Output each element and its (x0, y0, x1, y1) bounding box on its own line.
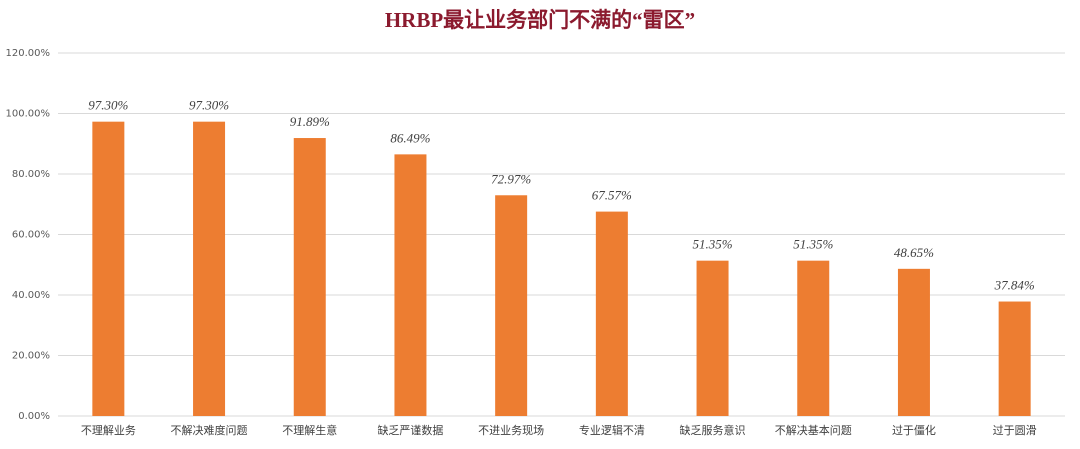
x-tick-label: 过于圆滑 (993, 424, 1037, 437)
bar (998, 301, 1031, 416)
value-label: 86.49% (390, 130, 430, 145)
x-tick-label: 不进业务现场 (478, 423, 544, 437)
bar (394, 154, 427, 417)
bar (293, 138, 326, 416)
value-label: 51.35% (793, 237, 833, 252)
y-tick-label: 100.00% (6, 109, 51, 120)
value-label: 72.97% (491, 171, 531, 186)
bar (193, 121, 226, 416)
y-tick-label: 80.00% (12, 169, 50, 180)
bar (897, 268, 930, 416)
y-tick-label: 40.00% (12, 290, 50, 301)
x-tick-label: 缺乏严谨数据 (377, 423, 443, 437)
value-label: 97.30% (88, 98, 128, 113)
x-tick-label: 不理解生意 (282, 423, 337, 437)
chart-title: HRBP最让业务部门不满的“雷区” (385, 8, 695, 32)
x-tick-label: 专业逻辑不清 (579, 423, 645, 437)
value-label: 48.65% (894, 245, 934, 260)
x-tick-label: 不解决基本问题 (775, 423, 852, 437)
value-label: 37.84% (994, 278, 1035, 293)
x-tick-label: 缺乏服务意识 (680, 423, 746, 437)
bar (92, 121, 125, 416)
x-tick-label: 不解决难度问题 (171, 423, 248, 437)
value-label: 67.57% (592, 188, 632, 203)
bar (797, 260, 830, 416)
bar (495, 195, 528, 416)
x-tick-label: 不理解业务 (81, 423, 136, 437)
x-tick-label: 过于僵化 (892, 423, 936, 437)
y-tick-label: 0.00% (18, 411, 50, 422)
y-tick-label: 20.00% (12, 351, 50, 362)
value-label: 91.89% (290, 114, 330, 129)
bar (595, 211, 628, 416)
bar (696, 260, 729, 416)
y-tick-label: 60.00% (12, 230, 50, 241)
value-label: 97.30% (189, 98, 229, 113)
value-label: 51.35% (693, 237, 733, 252)
y-tick-label: 120.00% (6, 48, 51, 59)
